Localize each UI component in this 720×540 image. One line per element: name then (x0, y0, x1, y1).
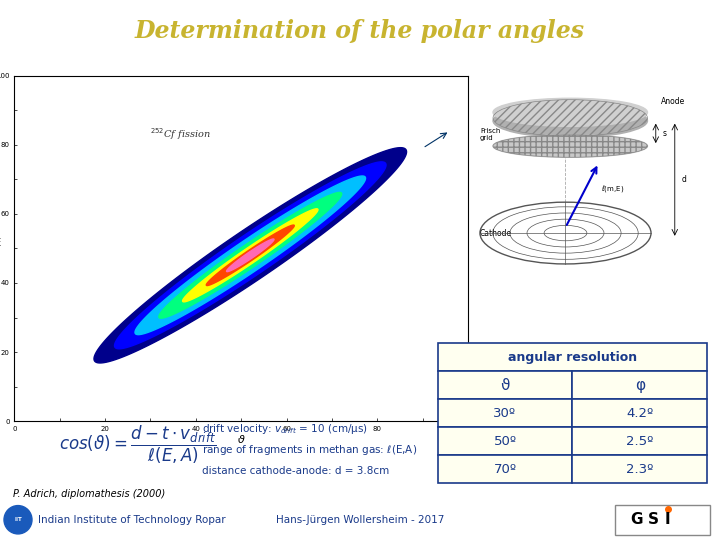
Text: IIT: IIT (14, 517, 22, 522)
Text: G: G (630, 512, 642, 527)
Polygon shape (94, 147, 407, 363)
Ellipse shape (493, 98, 647, 126)
Text: ϑ: ϑ (500, 377, 510, 393)
Text: Frisch
grid: Frisch grid (480, 129, 500, 141)
Text: I: I (665, 512, 670, 527)
FancyBboxPatch shape (438, 455, 572, 483)
Text: 50º: 50º (493, 435, 516, 448)
FancyBboxPatch shape (438, 371, 572, 399)
FancyBboxPatch shape (572, 427, 707, 455)
Text: Indian Institute of Technology Ropar: Indian Institute of Technology Ropar (38, 515, 225, 525)
Text: 4.2º: 4.2º (626, 407, 654, 420)
Circle shape (4, 505, 32, 534)
FancyBboxPatch shape (438, 399, 572, 427)
FancyBboxPatch shape (615, 504, 710, 535)
Polygon shape (183, 209, 318, 302)
FancyBboxPatch shape (438, 343, 707, 371)
Text: Cathode: Cathode (480, 228, 512, 238)
Ellipse shape (493, 135, 647, 157)
Text: P. Adrich, diplomathesis (2000): P. Adrich, diplomathesis (2000) (13, 489, 165, 499)
Text: 30º: 30º (493, 407, 516, 420)
Text: $cos(\vartheta) = \dfrac{d - t \cdot v_{drift}}{\ell(E,A)}$: $cos(\vartheta) = \dfrac{d - t \cdot v_{… (59, 423, 216, 465)
Text: d: d (682, 175, 687, 184)
Text: Anode: Anode (660, 97, 685, 106)
X-axis label: $\vartheta$: $\vartheta$ (237, 434, 246, 445)
Text: distance cathode-anode: d = 3.8cm: distance cathode-anode: d = 3.8cm (202, 466, 389, 476)
Y-axis label: $\Delta$E: $\Delta$E (0, 237, 1, 248)
Text: 2.5º: 2.5º (626, 435, 654, 448)
Polygon shape (114, 162, 386, 349)
Text: Determination of the polar angles: Determination of the polar angles (135, 19, 585, 43)
FancyBboxPatch shape (572, 371, 707, 399)
Text: $^{252}$Cf fission: $^{252}$Cf fission (150, 126, 212, 142)
Text: φ: φ (635, 377, 645, 393)
Text: s: s (663, 129, 667, 138)
Text: angular resolution: angular resolution (508, 350, 637, 363)
Ellipse shape (493, 104, 647, 138)
Text: 70º: 70º (493, 463, 516, 476)
Text: S: S (648, 512, 659, 527)
Polygon shape (206, 225, 294, 286)
Text: 2.3º: 2.3º (626, 463, 654, 476)
FancyBboxPatch shape (572, 455, 707, 483)
Polygon shape (227, 239, 274, 272)
Text: range of fragments in methan gas: $\ell$(E,A): range of fragments in methan gas: $\ell$… (202, 443, 417, 457)
Polygon shape (159, 192, 342, 318)
Text: $\ell$(m,E): $\ell$(m,E) (601, 183, 624, 194)
Text: Hans-Jürgen Wollersheim - 2017: Hans-Jürgen Wollersheim - 2017 (276, 515, 444, 525)
FancyBboxPatch shape (572, 399, 707, 427)
FancyBboxPatch shape (438, 427, 572, 455)
Polygon shape (135, 176, 366, 335)
Text: drift velocity: $v_{drift}$ = 10 (cm/μs): drift velocity: $v_{drift}$ = 10 (cm/μs) (202, 422, 368, 436)
